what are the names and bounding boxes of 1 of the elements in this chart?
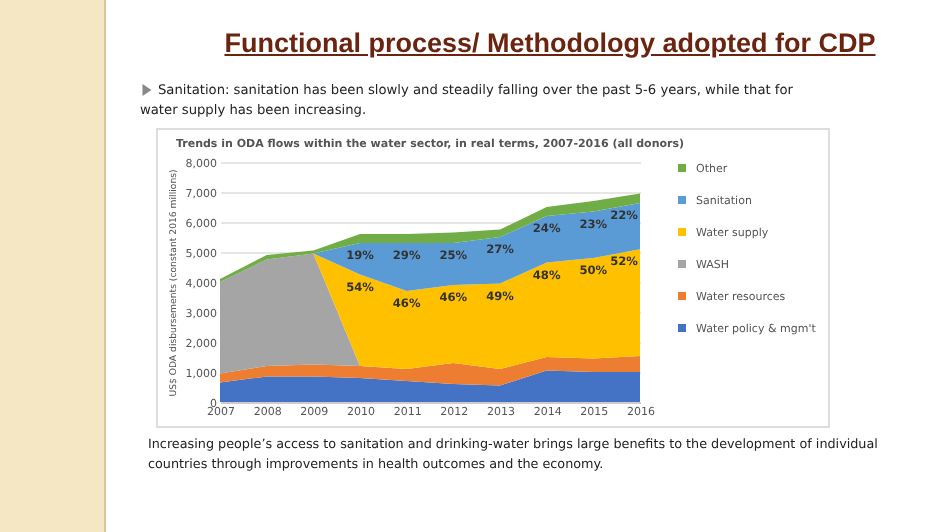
chart-title: Functional process/ Methodology adopted for CDP	[222, 28, 878, 58]
